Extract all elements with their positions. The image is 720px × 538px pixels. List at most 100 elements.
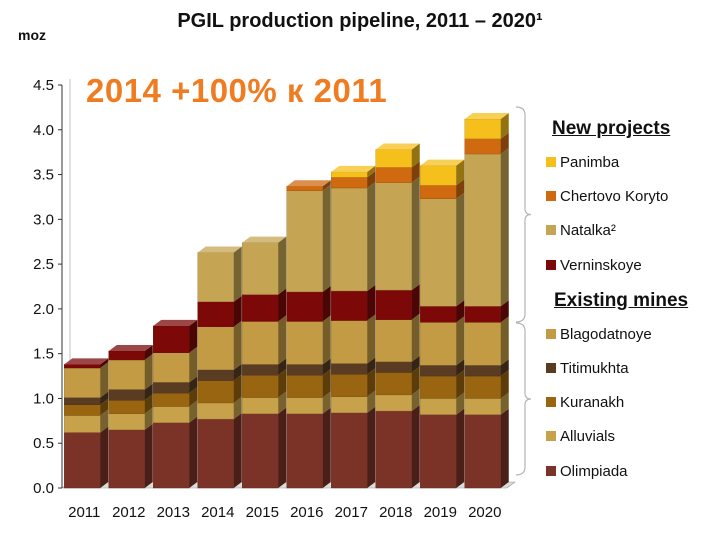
bar-2020-alluvials-side <box>500 392 509 415</box>
bar-2013-verninskoye-side <box>189 319 198 353</box>
bar-2018-alluvials <box>375 394 412 412</box>
legend-swatch <box>546 397 556 407</box>
y-tick-label: 3.0 <box>33 211 54 228</box>
bar-2011-verninskoye-side <box>100 358 109 368</box>
legend-item-kuranakh: Kuranakh <box>546 393 625 411</box>
legend-swatch <box>546 466 556 476</box>
bar-2016-natalka <box>286 190 323 293</box>
bar-2019-chertovo-koryto <box>420 185 457 199</box>
legend-label: Kuranakh <box>560 393 625 411</box>
legend-label: Alluvials <box>560 427 616 445</box>
bar-2016-alluvials-side <box>322 391 331 414</box>
bar-2017-alluvials <box>331 396 368 413</box>
bar-2015-olimpiada-side <box>278 407 287 488</box>
bar-2012-titimukhta-side <box>144 383 153 401</box>
bar-2016-olimpiada <box>286 413 323 489</box>
legend-item-olimpiada: Olimpiada <box>546 462 628 480</box>
bar-2011-titimukhta-side <box>100 391 109 405</box>
bar-2020-blagodatnoye-side <box>500 316 509 366</box>
bar-2014-top <box>197 246 242 253</box>
bar-2016-titimukhta <box>286 364 323 376</box>
bar-2013-blagodatnoye <box>153 352 190 383</box>
chart-title: PGIL production pipeline, 2011 – 2020¹ <box>177 10 543 32</box>
bar-2017-blagodatnoye-side <box>367 314 376 364</box>
bar-2016-verninskoye-side <box>322 285 331 322</box>
bar-2018-natalka <box>375 182 412 291</box>
bar-2014-kuranakh <box>197 380 234 404</box>
bar-2015-olimpiada <box>242 413 279 489</box>
bar-2017-panimba <box>331 171 368 178</box>
bar-2020-kuranakh-side <box>500 370 509 399</box>
bar-2018-alluvials-side <box>411 388 420 411</box>
legend-item-chertovo-koryto: Chertovo Koryto <box>546 188 668 205</box>
legend-label: Olimpiada <box>560 462 628 480</box>
bar-2018-top <box>375 143 420 150</box>
bar-2012-alluvials-side <box>144 407 153 430</box>
bar-2011-blagodatnoye <box>64 367 101 398</box>
bar-2016-kuranakh <box>286 374 323 398</box>
bar-2016-top <box>286 180 331 187</box>
bar-2011-kuranakh-side <box>100 398 109 416</box>
bar-2018-olimpiada <box>375 410 412 489</box>
bar-2019-verninskoye <box>420 306 457 323</box>
bar-2012-blagodatnoye <box>108 359 145 390</box>
bar-2011-kuranakh <box>64 404 101 416</box>
bar-2013-titimukhta-side <box>189 376 198 394</box>
bar-2015-blagodatnoye-side <box>278 315 287 365</box>
legend-swatch <box>546 260 556 270</box>
bar-2019-kuranakh <box>420 375 457 399</box>
bar-2013-blagodatnoye-side <box>189 346 198 383</box>
bar-2019-chertovo-koryto-side <box>456 179 465 199</box>
bar-2012-alluvials <box>108 413 145 430</box>
bar-2018-titimukhta-side <box>411 355 420 373</box>
bar-2011-olimpiada-side <box>100 426 109 488</box>
legend-label: Titimukhta <box>560 359 629 377</box>
bar-2017-blagodatnoye <box>331 320 368 364</box>
bar-2020-kuranakh <box>464 375 501 399</box>
legend-item-panimba: Panimba <box>546 154 619 171</box>
bar-2019-natalka-side <box>456 192 465 307</box>
bar-2011-titimukhta <box>64 397 101 405</box>
legend-label: Verninskoye <box>560 256 642 274</box>
bar-2017-olimpiada <box>331 412 368 489</box>
bar-2015-natalka-side <box>278 236 287 295</box>
x-tick-label: 2012 <box>112 504 145 521</box>
legend-swatch <box>546 329 556 339</box>
bar-2015-blagodatnoye <box>242 321 279 365</box>
bar-2015-alluvials-side <box>278 391 287 414</box>
bar-2012-top <box>108 344 153 351</box>
bar-2014-alluvials <box>197 402 234 420</box>
bar-2017-titimukhta-side <box>367 357 376 375</box>
bar-2020-chertovo-koryto-side <box>500 132 509 154</box>
bar-2018-natalka-side <box>411 176 420 291</box>
bar-2013-verninskoye <box>153 325 190 353</box>
legend-heading-existing-mines: Existing mines <box>554 290 689 311</box>
y-tick-label: 2.0 <box>33 301 54 318</box>
bar-2016-blagodatnoye <box>286 321 323 365</box>
bar-2014-titimukhta <box>197 369 234 381</box>
bar-2017-kuranakh-side <box>367 368 376 397</box>
bar-2013-alluvials-side <box>189 400 198 423</box>
bar-2016-chertovo-koryto-side <box>322 180 331 191</box>
bar-2014-verninskoye <box>197 301 234 328</box>
bar-2011-blagodatnoye-side <box>100 361 109 398</box>
legend-swatch <box>546 157 556 167</box>
bar-2019-titimukhta-side <box>456 359 465 377</box>
bar-2020-blagodatnoye <box>464 322 501 366</box>
bar-2017-verninskoye <box>331 290 368 321</box>
x-tick-label: 2016 <box>290 504 323 521</box>
legend-item-natalka: Natalka² <box>546 222 616 239</box>
bar-2012-blagodatnoye-side <box>144 353 153 390</box>
bar-2014-titimukhta-side <box>233 363 242 381</box>
bar-2018-chertovo-koryto-side <box>411 161 420 183</box>
y-tick-label: 3.5 <box>33 167 54 184</box>
bar-2018-kuranakh <box>375 372 412 396</box>
bar-2011-olimpiada <box>64 432 101 489</box>
legend-label: Blagodatnoye <box>560 325 652 343</box>
bar-2013-olimpiada-side <box>189 416 198 488</box>
y-tick-label: 0.0 <box>33 480 54 497</box>
legend-swatch <box>546 191 556 201</box>
bar-2017-olimpiada-side <box>367 406 376 488</box>
bar-2013-alluvials <box>153 406 190 423</box>
